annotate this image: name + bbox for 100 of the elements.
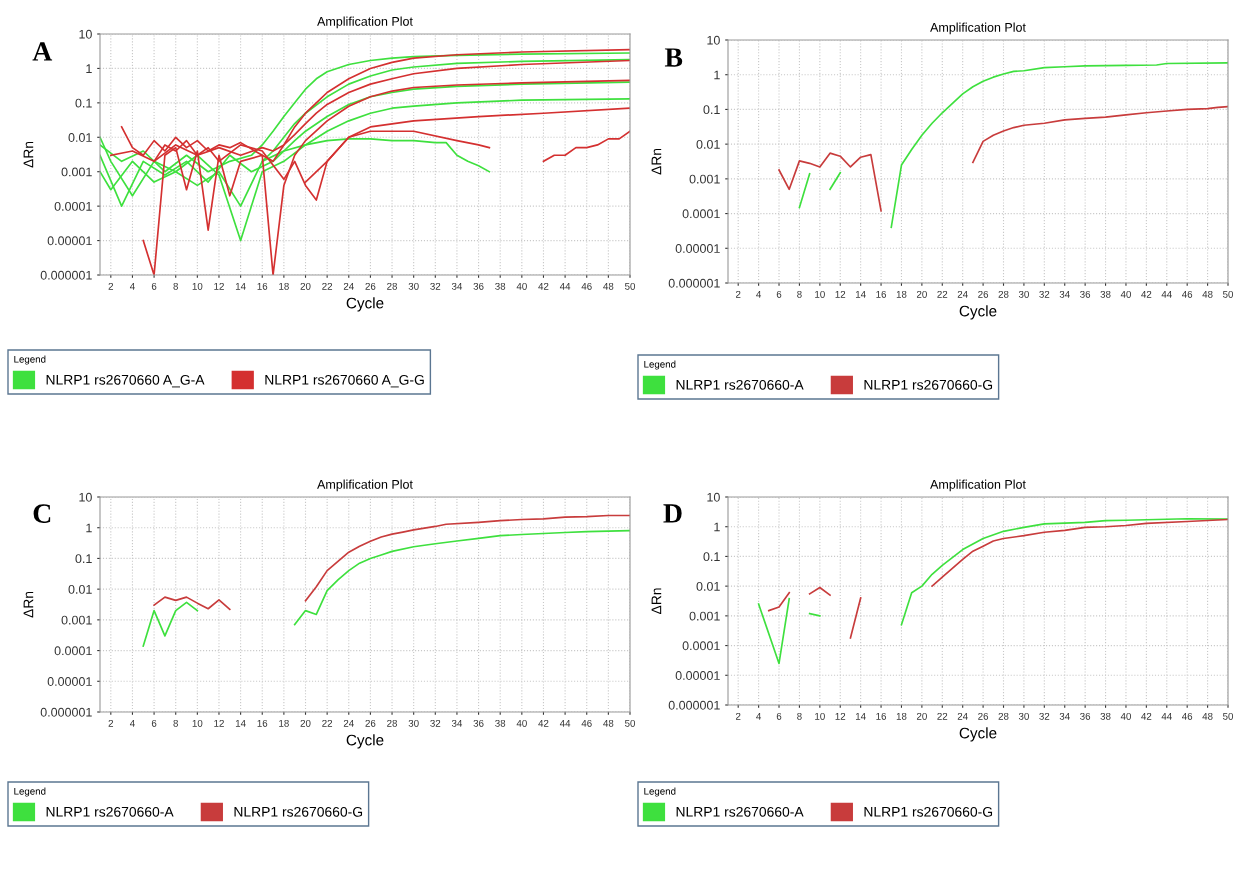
x-tick-label: 16 <box>876 712 887 720</box>
x-tick-label: 6 <box>776 712 782 720</box>
legend-title: Legend <box>644 360 676 370</box>
x-tick-label: 42 <box>538 719 549 727</box>
x-tick-label: 44 <box>1161 713 1172 720</box>
legend-label: NLRP1 rs2670660-A <box>676 806 804 817</box>
x-tick-label: 44 <box>559 283 571 290</box>
x-tick-label: 4 <box>129 283 135 290</box>
x-tick-label: 32 <box>430 719 441 727</box>
x-tick-label: 20 <box>300 282 311 290</box>
legend-label: NLRP1 rs2670660-G <box>864 806 993 817</box>
x-tick-label: 46 <box>581 282 592 290</box>
y-tick-label: 0.1 <box>75 98 92 108</box>
chart-title: Amplification Plot <box>317 479 413 492</box>
x-tick-label: 18 <box>896 290 907 298</box>
x-tick-label: 26 <box>365 719 376 727</box>
y-tick-label: 0.000001 <box>40 707 92 717</box>
x-tick-label: 26 <box>978 712 989 720</box>
y-tick-label: 0.00001 <box>47 236 92 246</box>
x-tick-label: 20 <box>916 712 927 720</box>
x-tick-label: 12 <box>835 712 846 720</box>
x-tick-label: 28 <box>998 290 1009 298</box>
x-tick-label: 50 <box>1222 290 1234 298</box>
y-tick-label: 0.000001 <box>40 270 92 280</box>
x-tick-label: 8 <box>173 719 178 727</box>
x-axis-title: Cycle <box>959 727 997 742</box>
y-axis-title: ΔRn <box>23 141 34 168</box>
x-tick-label: 46 <box>1182 290 1193 298</box>
y-tick-label: 0.00001 <box>47 677 92 686</box>
legend-title: Legend <box>14 355 46 365</box>
legend-label: NLRP1 rs2670660-A <box>676 379 804 390</box>
y-tick-label: 1 <box>714 70 720 80</box>
x-tick-label: 8 <box>173 282 178 290</box>
x-tick-label: 40 <box>1120 712 1131 720</box>
x-tick-label: 48 <box>1202 712 1213 720</box>
y-tick-label: 0.01 <box>696 581 720 591</box>
x-tick-label: 42 <box>1141 712 1152 720</box>
x-tick-label: 46 <box>581 719 592 727</box>
x-tick-label: 4 <box>129 720 135 727</box>
x-tick-label: 42 <box>1141 290 1152 298</box>
x-tick-label: 32 <box>430 282 441 290</box>
y-tick-label: 10 <box>79 492 92 502</box>
x-tick-label: 40 <box>1120 290 1131 298</box>
y-tick-label: 0.01 <box>68 584 92 594</box>
x-tick-label: 26 <box>978 290 989 298</box>
x-tick-label: 42 <box>538 282 549 290</box>
legend-label: NLRP1 rs2670660-A <box>46 806 174 817</box>
legend-label: NLRP1 rs2670660-G <box>234 806 363 817</box>
x-tick-label: 20 <box>916 290 927 298</box>
x-tick-label: 18 <box>279 719 289 727</box>
chart-title: Amplification Plot <box>317 16 413 29</box>
x-tick-label: 30 <box>1018 712 1029 720</box>
x-axis-title: Cycle <box>346 734 384 749</box>
x-tick-label: 4 <box>756 713 762 720</box>
x-tick-label: 6 <box>776 290 782 298</box>
y-tick-label: 0.01 <box>68 133 92 142</box>
x-tick-label: 22 <box>322 282 333 290</box>
x-tick-label: 10 <box>192 719 203 727</box>
y-tick-label: 0.01 <box>696 139 720 149</box>
x-tick-label: 34 <box>1059 712 1070 720</box>
y-tick-label: 10 <box>707 492 720 502</box>
x-tick-label: 2 <box>735 712 741 720</box>
y-tick-label: 0.000001 <box>668 700 720 710</box>
x-tick-label: 50 <box>624 282 636 290</box>
x-tick-label: 8 <box>797 712 802 720</box>
x-tick-label: 28 <box>387 282 398 290</box>
text: D <box>663 504 682 523</box>
x-tick-label: 24 <box>343 719 354 727</box>
y-tick-label: 10 <box>707 35 720 45</box>
y-tick-label: 1 <box>714 522 720 532</box>
text: B <box>664 48 683 67</box>
x-tick-label: 46 <box>1182 712 1193 720</box>
x-tick-label: 10 <box>815 712 825 720</box>
x-tick-label: 4 <box>756 291 762 298</box>
x-tick-label: 30 <box>408 719 419 727</box>
text: C <box>33 504 51 523</box>
x-tick-label: 48 <box>603 282 614 290</box>
x-tick-label: 8 <box>797 290 802 298</box>
x-tick-label: 30 <box>408 282 419 290</box>
x-tick-label: 22 <box>937 712 948 720</box>
y-tick-label: 0.0001 <box>54 646 92 656</box>
text: A <box>32 42 53 61</box>
x-tick-label: 30 <box>1018 290 1029 298</box>
x-tick-label: 36 <box>1080 290 1091 298</box>
x-tick-label: 16 <box>876 290 887 298</box>
chart-title: Amplification Plot <box>930 479 1026 492</box>
x-tick-label: 40 <box>516 282 527 290</box>
x-tick-label: 18 <box>896 712 907 720</box>
x-tick-label: 24 <box>343 282 354 290</box>
x-tick-label: 28 <box>387 719 398 727</box>
x-tick-label: 12 <box>214 282 224 290</box>
x-tick-label: 10 <box>815 290 825 298</box>
x-tick-label: 6 <box>151 719 157 727</box>
x-tick-label: 34 <box>1059 290 1070 298</box>
y-axis-title: ΔRn <box>651 588 662 615</box>
legend-label: NLRP1 rs2670660 A_G-A <box>46 374 205 388</box>
y-tick-label: 1 <box>86 523 92 533</box>
x-tick-label: 24 <box>957 290 968 298</box>
x-tick-label: 48 <box>1202 290 1213 298</box>
x-tick-label: 14 <box>235 283 246 290</box>
